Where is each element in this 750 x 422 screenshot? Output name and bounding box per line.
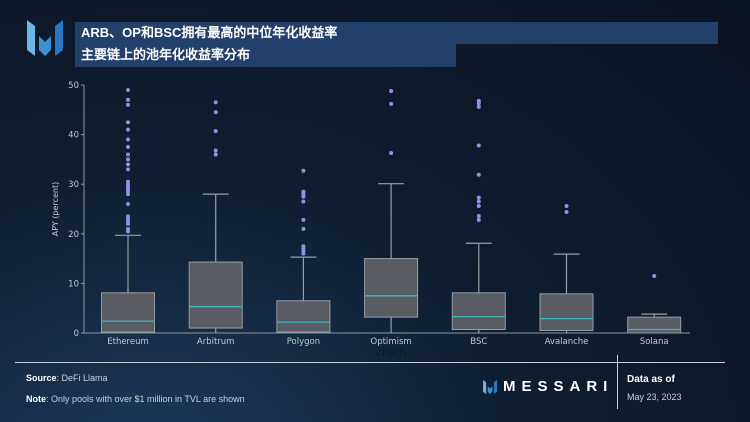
box-polygon — [276, 300, 331, 333]
outlier-point — [126, 167, 130, 172]
outlier-point — [476, 143, 481, 148]
x-tick-label: Avalanche — [545, 337, 589, 347]
y-tick-label: 30 — [68, 180, 79, 190]
outlier-point — [126, 202, 130, 207]
box-bsc — [451, 292, 506, 331]
x-tick-label: Solana — [640, 337, 669, 347]
chart-title: ARB、OP和BSC拥有最高的中位年化收益率 — [75, 22, 718, 44]
y-tick-label: 40 — [68, 131, 79, 141]
outlier-point — [476, 217, 481, 222]
outlier-point — [476, 101, 481, 106]
source-text: Source: DeFi Llama — [26, 373, 108, 383]
outlier-point — [213, 110, 218, 115]
outlier-point — [126, 127, 130, 132]
box-solana — [627, 316, 682, 334]
outlier-point — [126, 102, 130, 107]
box-ethereum — [101, 292, 155, 333]
outlier-point — [301, 199, 306, 204]
outlier-point — [126, 97, 130, 102]
outlier-point — [652, 273, 657, 278]
outlier-point — [126, 137, 130, 142]
outlier-point — [126, 221, 130, 226]
outlier-point — [213, 152, 218, 157]
outlier-point — [301, 217, 306, 222]
outlier-point — [476, 213, 481, 218]
messari-mark-icon — [483, 379, 497, 394]
chart-subtitle: 主要链上的池年化收益率分布 — [75, 44, 456, 67]
outlier-point — [476, 199, 481, 204]
footer-vertical-divider — [617, 355, 618, 409]
outlier-point — [126, 145, 130, 149]
y-tick-label: 0 — [74, 329, 79, 339]
x-axis-label: chain — [376, 346, 406, 359]
outlier-point — [213, 129, 218, 134]
x-tick-label: Polygon — [287, 337, 320, 347]
data-as-of-label: Data as of — [627, 374, 675, 385]
box-avalanche — [539, 293, 594, 332]
outlier-point — [126, 87, 130, 92]
outlier-point — [476, 204, 481, 209]
box-optimism — [364, 258, 419, 318]
note-text: Note: Only pools with over $1 million in… — [26, 394, 245, 404]
outlier-point — [476, 195, 481, 200]
outlier-point — [389, 88, 394, 93]
x-tick-label: Optimism — [371, 337, 412, 347]
outlier-point — [476, 172, 481, 177]
footer-divider — [15, 362, 725, 363]
outlier-point — [301, 168, 306, 173]
outlier-point — [126, 157, 130, 162]
outlier-point — [213, 148, 218, 153]
outlier-point — [301, 226, 306, 231]
y-tick-label: 10 — [68, 279, 79, 289]
messari-brand: MESSARI — [483, 378, 613, 395]
outlier-point — [126, 229, 130, 234]
outlier-point — [126, 162, 130, 167]
x-tick-label: Ethereum — [107, 337, 149, 347]
outlier-point — [564, 209, 569, 214]
x-tick-label: Arbitrum — [197, 337, 235, 347]
outlier-point — [476, 104, 481, 109]
outlier-point — [301, 194, 306, 199]
outlier-point — [126, 120, 130, 125]
data-as-of-date: May 23, 2023 — [627, 392, 682, 402]
y-axis-label: APY (percent) — [51, 182, 60, 236]
outlier-point — [213, 100, 218, 105]
box-arbitrum — [188, 261, 243, 329]
x-tick-label: BSC — [470, 337, 487, 347]
outlier-point — [301, 251, 306, 256]
messari-logo-icon — [27, 20, 63, 56]
outlier-point — [126, 152, 130, 157]
brand-name: MESSARI — [503, 378, 614, 395]
y-tick-label: 20 — [68, 230, 79, 240]
outlier-point — [126, 192, 130, 197]
outlier-point — [389, 101, 394, 106]
outlier-point — [564, 204, 569, 209]
y-tick-label: 50 — [68, 81, 79, 91]
outlier-point — [389, 150, 394, 155]
